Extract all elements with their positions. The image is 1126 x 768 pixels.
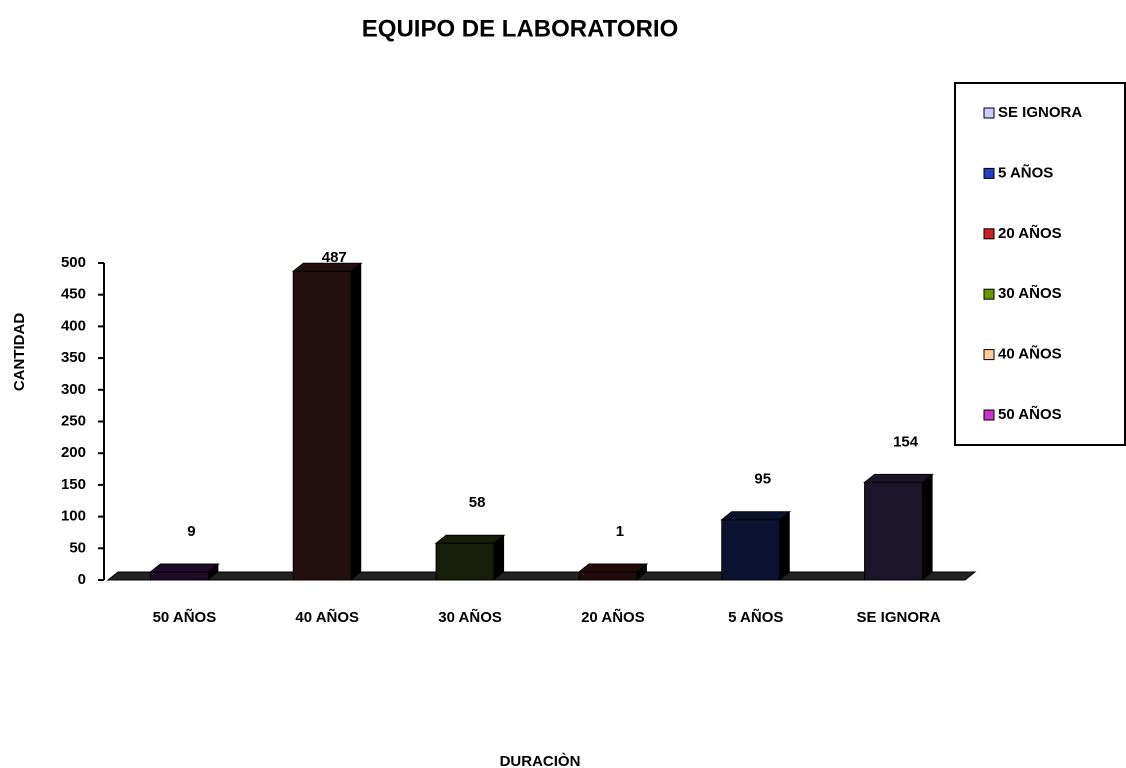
bar-face [636, 564, 647, 580]
bar-face [577, 563, 649, 573]
legend-label: 50 AÑOS [998, 405, 1062, 423]
bar-face [434, 534, 506, 544]
legend-swatch [983, 167, 995, 179]
legend-swatch [983, 409, 995, 421]
bar-face [208, 564, 219, 580]
bar-face [922, 474, 933, 580]
x-tick-label: 50 AÑOS [153, 608, 217, 626]
bar-face [721, 519, 781, 581]
legend-swatch [983, 107, 995, 119]
y-tick-label: 200 [61, 444, 86, 461]
bar-face [351, 263, 362, 580]
data-label: 1 [616, 523, 624, 540]
x-tick-label: 5 AÑOS [728, 608, 783, 626]
legend-label: 40 AÑOS [998, 345, 1062, 363]
y-tick-label: 50 [69, 539, 86, 556]
bar-face [292, 270, 352, 581]
y-tick-label: 300 [61, 381, 86, 398]
y-tick-label: 500 [61, 254, 86, 271]
bar [148, 563, 220, 581]
bar-face [494, 535, 505, 580]
legend-swatch [983, 349, 995, 361]
bar-face [578, 571, 638, 581]
data-label: 154 [893, 433, 919, 450]
bar [577, 563, 649, 581]
data-label: 58 [469, 494, 486, 511]
y-tick-label: 0 [78, 571, 86, 588]
bar [720, 511, 792, 581]
y-tick-label: 400 [61, 317, 86, 334]
legend-label: SE IGNORA [998, 104, 1082, 121]
bar [434, 534, 506, 581]
bar-face [148, 563, 220, 573]
y-tick-label: 350 [61, 349, 86, 366]
bar-face [779, 511, 790, 580]
bar-face [149, 571, 209, 581]
bar [863, 473, 935, 581]
data-label: 9 [187, 523, 195, 540]
floor [106, 571, 977, 581]
bar-face [435, 542, 495, 581]
data-label: 487 [322, 249, 347, 266]
x-tick-label: 40 AÑOS [295, 608, 359, 626]
data-label: 95 [754, 471, 771, 488]
y-tick-label: 450 [61, 286, 86, 303]
legend-label: 30 AÑOS [998, 284, 1062, 302]
bar-face [864, 481, 924, 581]
bar [291, 262, 363, 581]
bar-face [720, 511, 792, 521]
legend-label: 20 AÑOS [998, 224, 1062, 242]
y-tick-label: 100 [61, 508, 86, 525]
x-tick-label: SE IGNORA [856, 609, 940, 626]
chart-title: EQUIPO DE LABORATORIO [362, 15, 678, 42]
y-axis-label: CANTIDAD [11, 313, 28, 391]
x-tick-label: 20 AÑOS [581, 608, 645, 626]
y-tick-label: 250 [61, 412, 86, 429]
y-tick-label: 150 [61, 476, 86, 493]
legend-swatch [983, 228, 995, 240]
x-axis-label: DURACIÒN [500, 752, 581, 768]
bar-face [863, 473, 935, 483]
legend-box [954, 82, 1126, 446]
x-tick-label: 30 AÑOS [438, 608, 502, 626]
legend-label: 5 AÑOS [998, 163, 1053, 181]
legend-swatch [983, 288, 995, 300]
